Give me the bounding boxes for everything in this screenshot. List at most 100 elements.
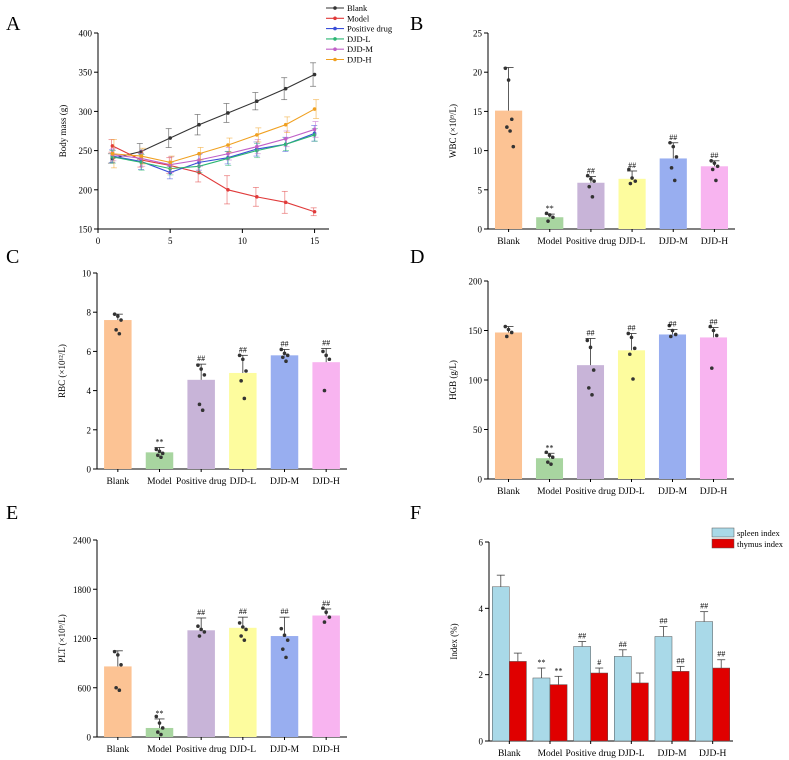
y-tick-label-c: 10: [82, 269, 92, 279]
data-point: [669, 166, 674, 170]
x-tick-label-e: Model: [147, 745, 172, 755]
axes-c: 0 2 4 6 8 10 RBC (×10¹²/L) Blank ** Model ## Positi…: [57, 269, 347, 487]
y-tick-label-d: 0: [478, 475, 483, 485]
data-point: [587, 184, 592, 189]
x-tick-label-e: DJD-L: [230, 745, 257, 755]
bar: [494, 332, 523, 479]
legend-marker: [333, 47, 337, 51]
x-tick-label-f: DJD-H: [699, 749, 727, 759]
data-point: [285, 353, 290, 358]
data-point: [168, 160, 172, 165]
x-tick-label-b: Blank: [497, 237, 520, 247]
data-point: [589, 177, 593, 181]
data-point: [242, 638, 247, 642]
data-point: [157, 449, 162, 454]
y-tick-label-a: 200: [79, 185, 93, 195]
bar-group-model: ** Model: [536, 204, 564, 247]
x-tick-label-d: DJD-M: [658, 487, 688, 497]
significance-mark: ##: [281, 607, 289, 616]
data-point: [160, 726, 165, 730]
data-point: [255, 133, 259, 137]
significance-mark: **: [156, 709, 164, 718]
data-point: [544, 211, 549, 216]
bar-group-djd-l: ## DJD-L: [229, 607, 257, 755]
data-point: [710, 366, 714, 370]
y-tick-label-b: 5: [478, 185, 483, 195]
bar-group-djd-h: ## ## DJD-H: [695, 602, 730, 759]
bar: [229, 627, 257, 737]
data-point: [244, 627, 248, 632]
bar-group-positive-drug: ## Positive drug: [176, 354, 227, 487]
significance-mark: **: [537, 658, 545, 667]
x-tick-label-f: DJD-L: [618, 749, 645, 759]
data-point: [281, 355, 285, 360]
data-point: [114, 685, 118, 690]
panel-label-d: D: [410, 246, 424, 268]
bar-group-model: ** ** Model: [532, 658, 568, 759]
data-point: [114, 328, 118, 332]
y-tick-label-e: 1800: [73, 585, 92, 595]
significance-mark: ##: [700, 602, 708, 611]
x-tick-label-b: Model: [537, 237, 562, 247]
data-point: [241, 625, 245, 629]
y-axis-label-c: RBC (×10¹²/L): [57, 344, 67, 398]
data-point: [709, 158, 714, 163]
data-point: [590, 195, 595, 199]
bar-group-model: ** Model: [145, 709, 174, 755]
significance-mark: ##: [578, 632, 586, 641]
y-axis-label-e: PLT (×10⁹/L): [57, 614, 67, 662]
bar: [104, 320, 132, 469]
y-tick-label-e: 0: [87, 733, 92, 743]
data-point: [154, 447, 159, 452]
data-point: [327, 615, 332, 619]
y-tick-label-a: 400: [79, 29, 93, 39]
bar: [659, 158, 687, 229]
panel-label-f: F: [410, 502, 421, 524]
series-line: [112, 74, 315, 159]
legend-marker: [333, 16, 337, 21]
data-point: [197, 122, 201, 127]
significance-mark: ##: [587, 166, 595, 175]
bar-thymus-index: [549, 684, 568, 742]
axes-a: 150 200 250 300 350 400 Body mass (g) 0 5 10 15: [58, 29, 329, 246]
y-tick-label-f: 6: [479, 538, 484, 548]
data-point: [283, 200, 288, 205]
bar-group-blank: Blank: [104, 312, 132, 487]
data-point: [242, 396, 247, 401]
significance-mark: ##: [659, 617, 667, 626]
data-point: [592, 179, 596, 183]
significance-mark: ##: [710, 151, 718, 160]
panel-label-b: B: [410, 13, 423, 35]
data-point: [626, 331, 631, 336]
data-point: [283, 122, 288, 127]
bar: [229, 372, 257, 469]
x-tick-label-c: Model: [147, 477, 172, 487]
data-point: [629, 335, 634, 340]
x-tick-label-c: Blank: [106, 477, 129, 487]
x-tick-label-e: DJD-M: [270, 745, 300, 755]
data-point: [322, 620, 327, 624]
data-point: [237, 353, 242, 358]
data-point: [202, 373, 207, 377]
bar-group-positive-drug: ## Positive drug: [176, 608, 227, 755]
x-tick-label-f: Blank: [498, 749, 521, 759]
data-point: [715, 164, 720, 169]
data-point: [550, 455, 555, 460]
data-point: [283, 137, 288, 141]
data-point: [503, 324, 508, 329]
data-point: [284, 655, 288, 660]
data-point: [110, 151, 115, 156]
data-point: [282, 351, 287, 356]
bar-group-djd-m: ## DJD-M: [270, 607, 300, 755]
x-tick-label-e: Blank: [106, 745, 129, 755]
series-line: [112, 128, 315, 166]
bar-thymus-index: [509, 661, 527, 742]
x-tick-label-f: Model: [538, 749, 563, 759]
data-point: [157, 721, 162, 725]
bar-thymus-index: [671, 671, 690, 742]
bar-group-blank: Blank: [494, 324, 523, 497]
data-point: [627, 167, 631, 172]
significance-mark: ##: [587, 328, 595, 337]
